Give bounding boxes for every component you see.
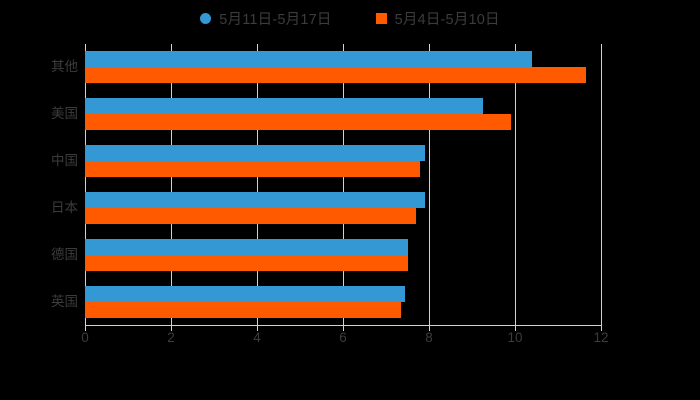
x-tick-mark [515, 325, 516, 331]
x-gridline [515, 44, 516, 325]
x-tick-mark [171, 325, 172, 331]
x-gridline [171, 44, 172, 325]
chart-legend: 5月11日-5月17日 5月4日-5月10日 [0, 4, 700, 32]
x-tick-mark [343, 325, 344, 331]
y-axis-category-label: 美国 [51, 106, 78, 122]
bar[interactable] [85, 207, 417, 224]
bar[interactable] [85, 145, 425, 162]
bar[interactable] [85, 301, 402, 318]
y-axis-labels: 其他美国中国日本德国英国 [0, 44, 78, 325]
y-axis-category-label: 英国 [51, 293, 78, 309]
x-tick-mark [601, 325, 602, 331]
x-tick-label: 8 [425, 330, 433, 345]
x-axis-labels: 0 2 4 6 8 10 12 [0, 331, 700, 353]
bar[interactable] [85, 254, 408, 271]
x-tick-mark [429, 325, 430, 331]
legend-item-label: 5月11日-5月17日 [219, 11, 332, 28]
circle-marker-icon [200, 12, 212, 24]
x-gridline [85, 44, 86, 325]
x-tick-label: 10 [507, 330, 523, 345]
x-tick-mark [85, 325, 86, 331]
x-gridline [601, 44, 602, 325]
x-tick-label: 2 [167, 330, 175, 345]
bar[interactable] [85, 161, 421, 178]
bar[interactable] [85, 191, 425, 208]
x-gridline [343, 44, 344, 325]
bar[interactable] [85, 98, 483, 115]
y-axis-category-label: 德国 [51, 246, 78, 262]
bar[interactable] [85, 67, 586, 84]
y-axis-category-label: 中国 [51, 153, 78, 169]
square-marker-icon [375, 12, 387, 24]
x-gridline [429, 44, 430, 325]
x-tick-label: 4 [253, 330, 261, 345]
y-axis-category-label: 日本 [51, 199, 78, 215]
legend-item[interactable]: 5月11日-5月17日 [200, 8, 331, 29]
y-axis-category-label: 其他 [51, 59, 78, 75]
x-tick-label: 12 [593, 330, 609, 345]
bar[interactable] [85, 238, 408, 255]
bar[interactable] [85, 114, 511, 131]
x-tick-label: 0 [81, 330, 89, 345]
legend-item[interactable]: 5月4日-5月10日 [375, 8, 500, 29]
x-tick-label: 6 [339, 330, 347, 345]
x-tick-mark [257, 325, 258, 331]
x-gridline [257, 44, 258, 325]
bar[interactable] [85, 285, 406, 302]
plot-area [85, 44, 602, 325]
legend-item-label: 5月4日-5月10日 [394, 11, 500, 28]
bar[interactable] [85, 51, 533, 68]
